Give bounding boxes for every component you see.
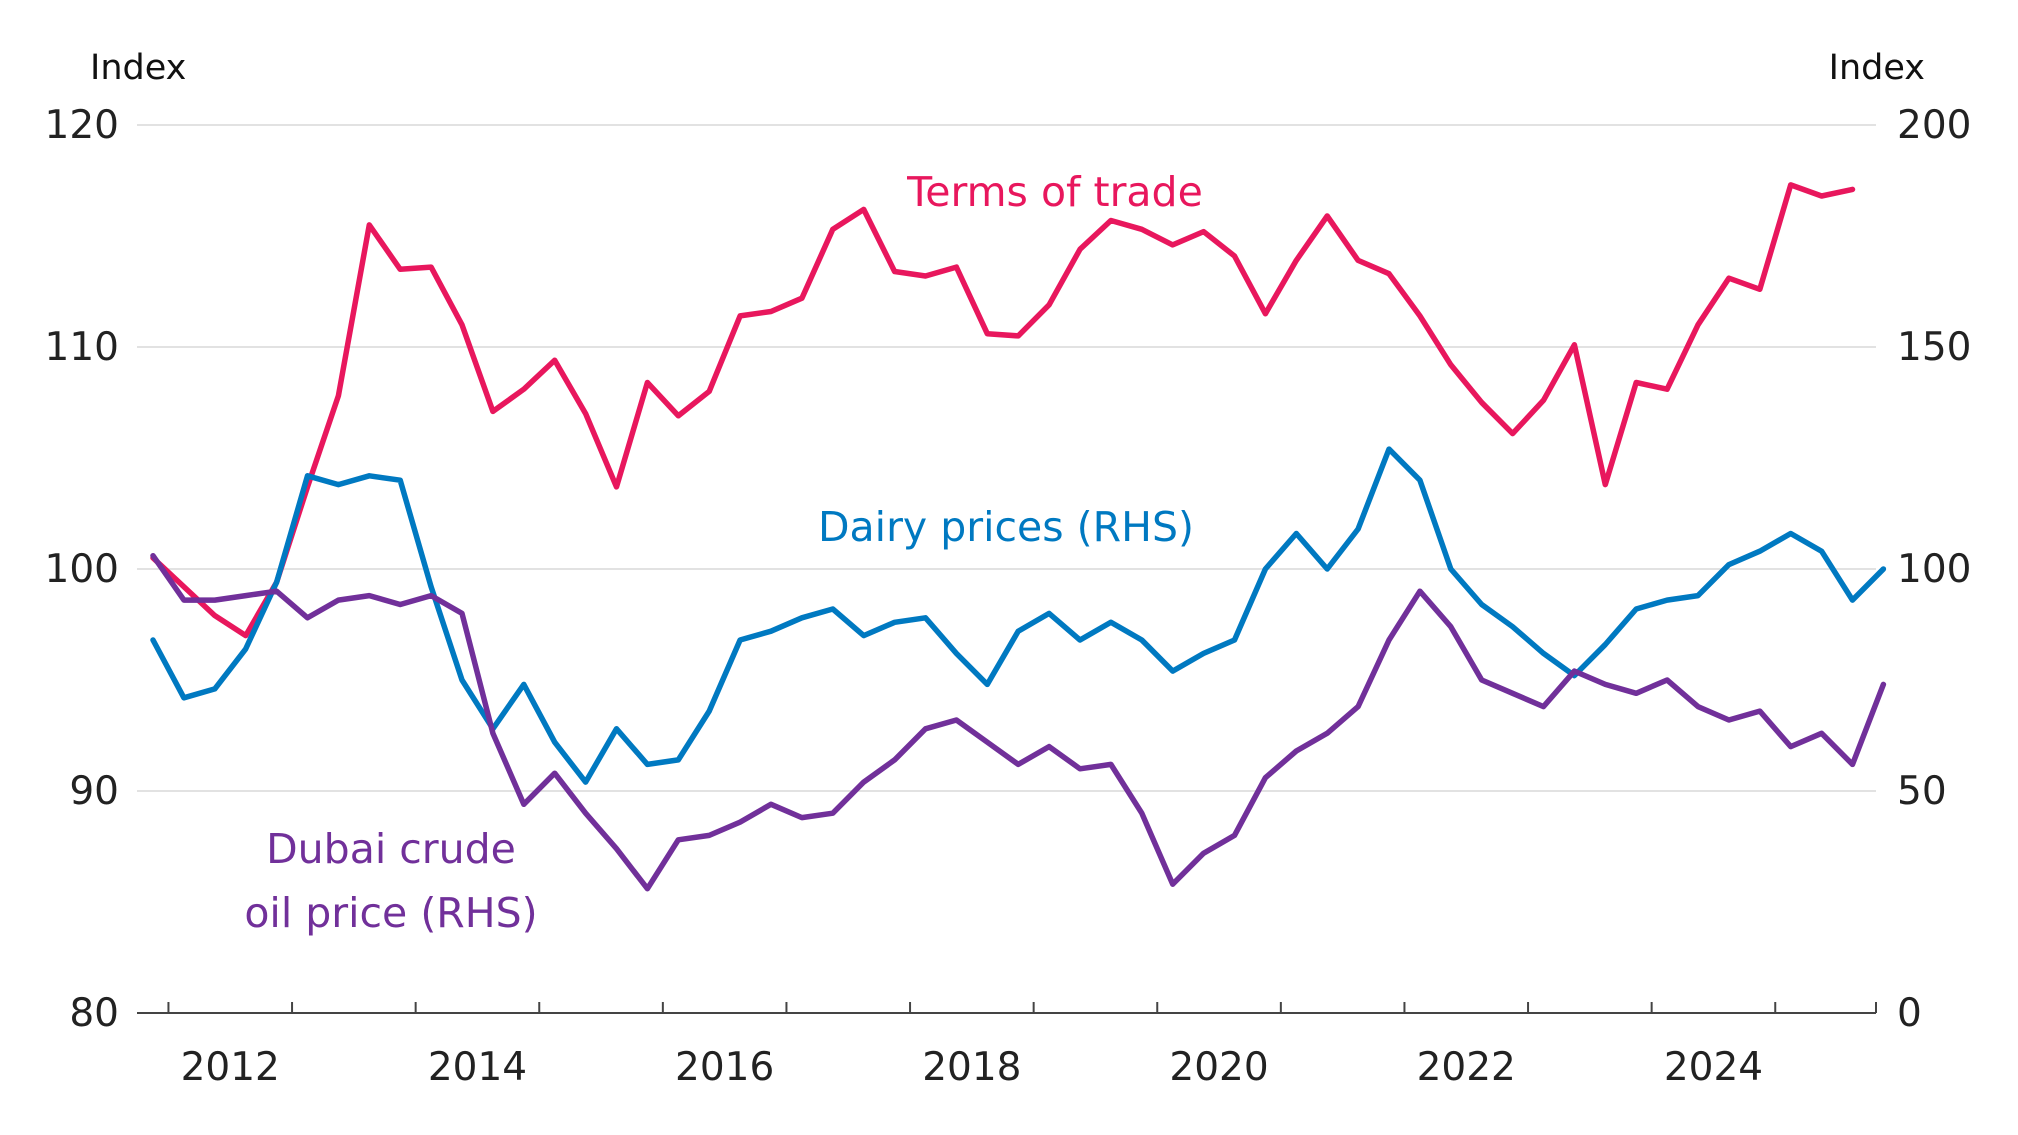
- series-line-dubai-crude-oil-price-rhs: [150, 552, 1887, 892]
- x-tick-label: 2016: [675, 1045, 774, 1090]
- oil-price-label-line-1: Dubai crude: [266, 825, 516, 873]
- right-tick-label: 50: [1897, 769, 1947, 814]
- oil-price-label-line-2: oil price (RHS): [244, 889, 537, 937]
- terms-of-trade-label: Terms of trade: [906, 168, 1203, 216]
- x-tick-labels: 2012 2014 2016 2018 2020 2022 2024: [181, 1045, 1763, 1090]
- right-tick-label: 100: [1897, 547, 1971, 592]
- left-tick-label: 120: [45, 103, 119, 148]
- x-tick-label: 2024: [1664, 1045, 1763, 1090]
- x-tick-label: 2018: [922, 1045, 1021, 1090]
- right-tick-label: 150: [1897, 325, 1971, 370]
- right-axis-unit-label: Index: [1829, 48, 1925, 88]
- x-tick-label: 2022: [1417, 1045, 1516, 1090]
- left-tick-label: 90: [69, 769, 119, 814]
- right-tick-label: 200: [1897, 103, 1971, 148]
- series-lines: [150, 182, 1887, 892]
- series-line-dairy-prices-rhs: [150, 446, 1887, 785]
- series-line-terms-of-trade: [150, 182, 1856, 639]
- left-tick-label: 110: [45, 325, 119, 370]
- x-tick-label: 2014: [428, 1045, 527, 1090]
- x-tick-label: 2020: [1169, 1045, 1268, 1090]
- x-tick-label: 2012: [181, 1045, 280, 1090]
- left-y-axis: 80 90 100 110 120: [45, 103, 119, 1036]
- left-tick-label: 80: [69, 991, 119, 1036]
- left-tick-label: 100: [45, 547, 119, 592]
- dairy-prices-label: Dairy prices (RHS): [818, 503, 1194, 551]
- right-tick-label: 0: [1897, 991, 1922, 1036]
- x-axis: [137, 1002, 1877, 1014]
- right-y-axis: 0 50 100 150 200: [1897, 103, 1971, 1036]
- left-axis-unit-label: Index: [90, 48, 186, 88]
